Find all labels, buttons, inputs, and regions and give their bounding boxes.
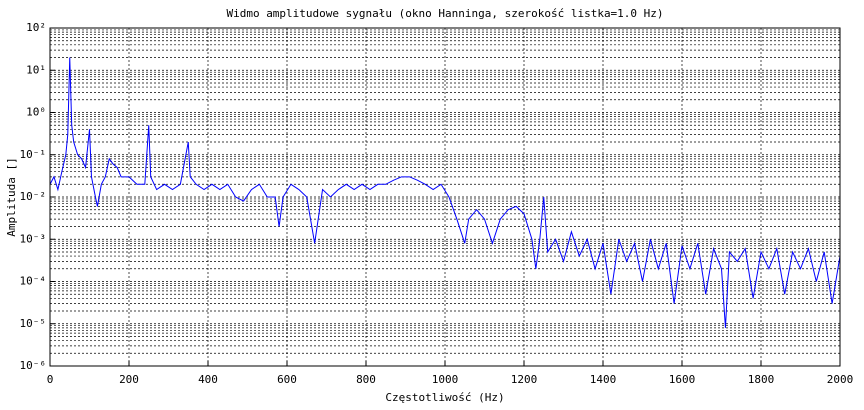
chart-title: Widmo amplitudowe sygnału (okno Hanninga… (226, 7, 663, 20)
y-tick-label: 10⁰ (26, 106, 46, 119)
x-tick-label: 2000 (827, 373, 854, 386)
y-tick-label: 10¹ (26, 63, 46, 76)
spectrum-line (49, 57, 841, 328)
y-tick-label: 10⁻⁴ (20, 275, 47, 288)
x-tick-label: 1200 (511, 373, 538, 386)
x-tick-label: 800 (356, 373, 376, 386)
x-tick-label: 200 (119, 373, 139, 386)
x-tick-label: 600 (277, 373, 297, 386)
x-tick-label: 0 (47, 373, 54, 386)
y-tick-label: 10⁻⁵ (20, 317, 47, 330)
plot-frame (49, 27, 841, 367)
y-tick-label: 10² (26, 21, 46, 34)
x-axis-label: Częstotliwość (Hz) (385, 391, 504, 404)
y-tick-label: 10⁻¹ (20, 148, 47, 161)
y-tick-label: 10⁻² (20, 190, 47, 203)
x-tick-label: 1400 (590, 373, 617, 386)
y-axis-label: Amplituda [] (5, 157, 18, 236)
y-tick-label: 10⁻⁶ (20, 359, 47, 372)
y-tick-label: 10⁻³ (20, 232, 47, 245)
x-tick-label: 1600 (669, 373, 696, 386)
x-tick-label: 1000 (432, 373, 459, 386)
x-tick-label: 1800 (748, 373, 775, 386)
x-tick-label: 400 (198, 373, 218, 386)
